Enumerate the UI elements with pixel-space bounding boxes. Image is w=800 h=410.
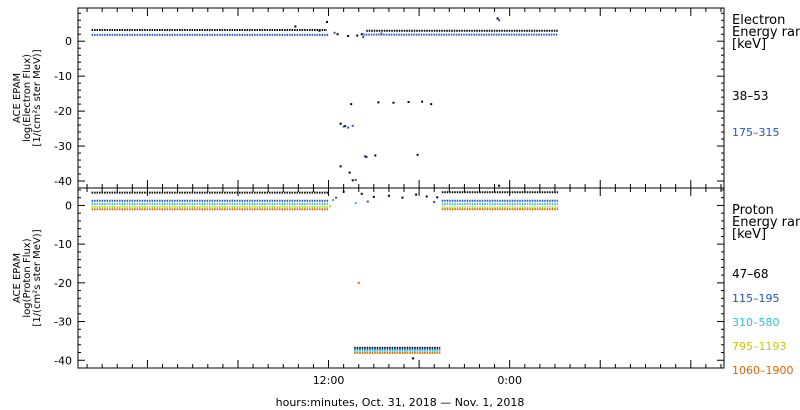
- electron-series-38-53-point: [421, 100, 424, 103]
- data-layer: [91, 17, 558, 360]
- proton-series-47-68-point: [372, 195, 375, 198]
- proton-series-47-68-point: [360, 192, 363, 195]
- x-axis-label: hours:minutes, Oct. 31, 2018 — Nov. 1, 2…: [276, 396, 525, 409]
- proton-series-115-195: [91, 196, 558, 351]
- proton-legend-channel: 47–68: [732, 267, 769, 281]
- electron-series-38-53: [91, 17, 558, 182]
- electron-series-175-315-point: [362, 36, 365, 39]
- electron-legend-title-line: [keV]: [732, 37, 766, 52]
- proton-series-47-68-point: [415, 193, 418, 196]
- proton-legend-title-line: [keV]: [732, 227, 766, 242]
- electron-series-38-53-point: [360, 33, 363, 36]
- electron-series-175-315-point: [351, 124, 354, 127]
- electron-series-38-53-point: [294, 25, 297, 28]
- electron-ytick-label: -10: [54, 70, 72, 83]
- electron-series-175-315-point: [333, 31, 336, 34]
- electron-series-38-53-point: [336, 33, 339, 36]
- electron-series-175-315-point: [342, 125, 345, 128]
- proton-series-47-68-point: [401, 196, 404, 199]
- electron-series-38-53-point: [351, 179, 354, 182]
- proton-ytick-label: -10: [54, 238, 72, 251]
- proton-y-axis-label-line: [1/(cm²s ster MeV)]: [32, 229, 43, 326]
- proton-series-795-1193: [91, 205, 558, 354]
- electron-series-175-315-point: [347, 126, 350, 129]
- proton-series-115-195-point: [433, 200, 436, 203]
- proton-series-47-68-point: [387, 194, 390, 197]
- electron-legend-title-line: Electron: [732, 13, 785, 28]
- electron-series-38-53-point: [344, 125, 347, 128]
- proton-ytick-label: -30: [54, 316, 72, 329]
- electron-y-axis-label-line: ACE EPAM: [12, 73, 23, 123]
- electron-series-38-53-point: [339, 122, 342, 125]
- electron-series-38-53-point: [377, 101, 380, 104]
- electron-series-38-53-point: [350, 103, 353, 106]
- electron-series-38-53-point: [407, 101, 410, 104]
- electron-y-axis-label-line: [1/(cm²s ster MeV)]: [32, 49, 43, 146]
- proton-series-310-580-point: [354, 202, 357, 205]
- electron-y-axis-label: ACE EPAMlog(Electron Flux)[1/(cm²s ster …: [12, 49, 43, 146]
- electron-series-38-53-point: [326, 20, 329, 23]
- electron-ytick-label: -40: [54, 175, 72, 188]
- proton-series-47-68-point: [412, 357, 415, 360]
- electron-legend-title-line: Energy range: [732, 25, 800, 40]
- electron-series-38-53-point: [348, 171, 351, 174]
- electron-series-38-53-point: [356, 34, 359, 37]
- electron-legend-channel: 38–53: [732, 89, 769, 103]
- electron-series-38-53-point: [416, 153, 419, 156]
- electron-series-175-315-point: [354, 178, 357, 181]
- proton-panel-frame: [77, 187, 725, 369]
- electron-ytick-label: 0: [65, 35, 72, 48]
- proton-series-47-68-point: [425, 195, 428, 198]
- proton-series-47-68: [91, 184, 558, 360]
- electron-series-38-53-point: [318, 29, 321, 32]
- proton-y-axis-label: ACE EPAMlog(Proton Flux)[1/(cm²s ster Me…: [12, 229, 43, 326]
- electron-series-38-53-point: [365, 155, 368, 158]
- proton-series-115-195-point: [366, 200, 369, 203]
- proton-legend-title-line: Proton: [732, 203, 774, 218]
- electron-series-38-53-point: [374, 154, 377, 157]
- proton-series-310-580: [91, 199, 558, 352]
- electron-y-axis-label-line: log(Electron Flux): [22, 54, 33, 142]
- electron-ytick-label: -30: [54, 140, 72, 153]
- proton-ytick-label: 0: [65, 199, 72, 212]
- proton-legend-channel: 115–195: [732, 292, 780, 305]
- electron-series-175-315-point: [498, 19, 501, 22]
- proton-series-1060-1900: [91, 208, 558, 354]
- electron-legend-channel: 175–315: [732, 126, 780, 139]
- proton-y-axis-label-line: log(Proton Flux): [22, 238, 33, 317]
- proton-legend-channel: 1060–1900: [732, 364, 794, 377]
- proton-legend-title-line: Energy range: [732, 215, 800, 230]
- proton-legend-channel: 795–1193: [732, 340, 787, 353]
- proton-ytick-label: -20: [54, 277, 72, 290]
- electron-series-38-53-point: [339, 165, 342, 168]
- proton-ytick-label: -40: [54, 354, 72, 367]
- plot-frames: [77, 7, 725, 369]
- electron-series-175-315-point: [363, 155, 366, 158]
- proton-series-47-68-point: [436, 196, 439, 199]
- proton-series-115-195-point: [335, 196, 338, 199]
- electron-series-38-53-point: [496, 17, 499, 20]
- electron-series-175-315: [91, 19, 558, 181]
- electron-series-38-53-point: [430, 103, 433, 106]
- proton-series-47-68-point: [498, 184, 501, 187]
- proton-legend-channel: 310–580: [732, 316, 780, 329]
- proton-series-795-1193-point: [329, 205, 332, 208]
- x-tick-label: 0:00: [497, 374, 522, 387]
- proton-series-1060-1900-point: [357, 281, 360, 284]
- x-tick-label: 12:00: [313, 374, 345, 387]
- electron-ytick-label: -20: [54, 105, 72, 118]
- electron-series-175-315-point: [380, 32, 383, 35]
- proton-series-310-580-point: [332, 199, 335, 201]
- electron-series-38-53-point: [392, 101, 395, 104]
- electron-series-38-53-point: [347, 34, 350, 37]
- proton-y-axis-label-line: ACE EPAM: [12, 253, 23, 303]
